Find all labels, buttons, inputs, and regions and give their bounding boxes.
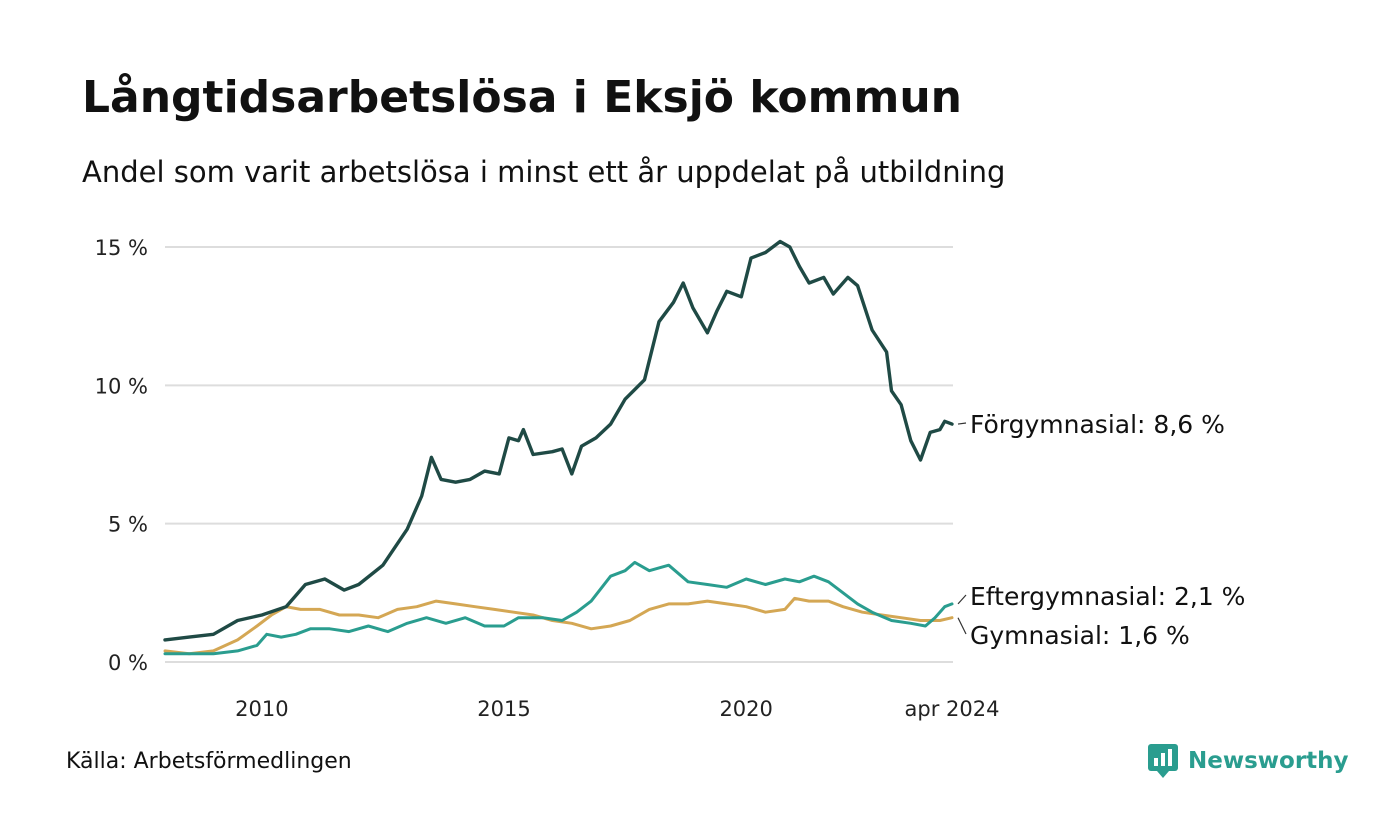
end-label-gymnasial: Gymnasial: 1,6 % [970,621,1190,650]
series-line-eftergymnasial [163,560,954,656]
brand-name: Newsworthy [1188,748,1349,774]
chart-title: Långtidsarbetslösa i Eksjö kommun [82,72,962,123]
series-line-förgymnasial [163,239,954,642]
x-tick-label: 2020 [719,697,772,721]
grid-layer [165,246,953,663]
end-label-leader [957,422,967,425]
end-labels: Förgymnasial: 8,6 % Eftergymnasial: 2,1 %… [957,410,1245,650]
chart-subtitle: Andel som varit arbetslösa i minst ett å… [82,155,1006,189]
brand[interactable]: Newsworthy [1148,744,1349,778]
end-label-leader [957,594,967,605]
y-tick-label: 15 % [95,236,148,260]
y-tick-label: 5 % [108,513,148,537]
series-layer [163,239,954,656]
x-tick-label: 2015 [477,697,530,721]
end-label-förgymnasial: Förgymnasial: 8,6 % [970,410,1225,439]
x-tick-label: 2010 [235,697,288,721]
x-tick-label: apr 2024 [905,697,1000,721]
end-label-eftergymnasial: Eftergymnasial: 2,1 % [970,582,1245,611]
y-tick-label: 10 % [95,374,148,398]
x-axis-ticks: 2010 2015 2020 apr 2024 [235,697,999,721]
series-line-gymnasial [163,596,954,656]
source-note: Källa: Arbetsförmedlingen [66,749,352,774]
y-axis-ticks: 0 % 5 % 10 % 15 % [95,236,148,675]
newsworthy-logo-icon [1148,744,1178,778]
end-label-leader [957,617,967,635]
y-tick-label: 0 % [108,651,148,675]
